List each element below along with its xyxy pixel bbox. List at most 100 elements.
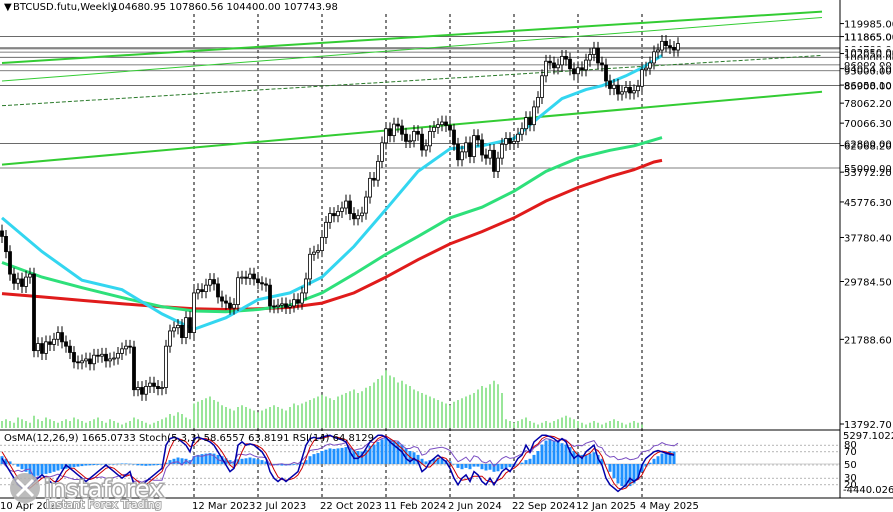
- macd-histogram-bar: [184, 458, 188, 464]
- candle-body: [36, 343, 40, 352]
- macd-histogram-bar: [384, 438, 388, 464]
- candle-body: [256, 278, 260, 284]
- candle-body: [280, 303, 284, 306]
- macd-histogram-bar: [468, 464, 472, 470]
- candle-body: [168, 330, 172, 347]
- macd-histogram-bar: [176, 457, 180, 464]
- y-tick-label: 29784.50: [844, 277, 892, 288]
- levels: 111865.00105300.00104700.00102850.001000…: [0, 31, 893, 175]
- candle-body: [656, 49, 660, 53]
- candle-body: [8, 251, 12, 275]
- indicator-level-label: 70: [844, 447, 857, 458]
- candle-body: [188, 317, 192, 333]
- candle-body: [0, 230, 4, 237]
- macd-histogram-bar: [12, 464, 16, 465]
- axes: 13792.70 21788.60 29784.50 37780.40 45776.30…: [0, 0, 893, 499]
- y-tick-label: 78062.20: [844, 99, 892, 110]
- candle-body: [612, 84, 616, 89]
- candle-body: [116, 352, 120, 359]
- macd-histogram-bar: [292, 464, 296, 465]
- candle-body: [88, 358, 92, 365]
- macd-histogram-bar: [576, 453, 580, 464]
- candle-body: [288, 305, 292, 308]
- macd-histogram-bar: [268, 462, 272, 464]
- macd-histogram-bar: [60, 464, 64, 470]
- candle-body: [664, 40, 668, 47]
- candle-body: [376, 160, 380, 181]
- candle-body: [416, 131, 420, 135]
- level-label-bg: [842, 31, 893, 42]
- macd-histogram-bar: [624, 464, 628, 488]
- candle-body: [128, 345, 132, 348]
- macd-histogram-bar: [328, 448, 332, 464]
- y-tick-label: 62068.20: [844, 142, 892, 153]
- macd-histogram-bar: [388, 439, 392, 464]
- macd-histogram-bar: [332, 448, 336, 464]
- macd-histogram-bar: [324, 449, 328, 464]
- macd-histogram-bar: [436, 458, 440, 464]
- candle-body: [156, 385, 160, 389]
- candle-body: [300, 292, 304, 304]
- candle-body: [52, 338, 56, 345]
- ma-slow-line: [1, 158, 663, 312]
- candle-body: [388, 128, 392, 137]
- level-label-bg: [842, 59, 893, 70]
- candles: [0, 34, 680, 401]
- macd-histogram-bar: [544, 440, 548, 464]
- candle-body: [136, 387, 140, 391]
- macd-histogram-bar: [140, 464, 144, 466]
- candle-body: [512, 140, 516, 144]
- candle-body: [424, 145, 428, 151]
- macd-histogram-bar: [664, 452, 668, 464]
- macd-histogram-bar: [24, 464, 28, 472]
- macd-histogram-bar: [204, 453, 208, 464]
- candle-body: [220, 296, 224, 302]
- candle-body: [580, 67, 584, 71]
- candle-body: [244, 276, 248, 279]
- macd-histogram-bar: [128, 463, 132, 465]
- candle-body: [588, 54, 592, 61]
- macd-histogram-bar: [476, 464, 480, 467]
- macd-histogram-bar: [660, 453, 664, 464]
- macd-histogram-bar: [308, 456, 312, 464]
- candle-body: [28, 273, 32, 278]
- macd-histogram-bar: [524, 460, 528, 464]
- candle-body: [504, 138, 508, 145]
- macd-histogram-bar: [452, 464, 456, 465]
- macd-histogram-bar: [92, 464, 96, 466]
- macd-histogram-bar: [196, 454, 200, 464]
- y-tick-label: 86058.10: [844, 81, 892, 92]
- macd-histogram-bar: [364, 449, 368, 464]
- macd-histogram-bar: [180, 458, 184, 464]
- indicator-level-label: 20: [844, 480, 857, 491]
- macd-histogram-bar: [148, 464, 152, 466]
- candle-body: [152, 382, 156, 387]
- macd-histogram-bar: [560, 443, 564, 464]
- candle-body: [600, 62, 604, 66]
- candle-body: [540, 75, 544, 98]
- candle-body: [32, 273, 36, 352]
- macd-histogram-bar: [348, 448, 352, 464]
- candle-body: [444, 121, 448, 126]
- macd-histogram-bar: [480, 464, 484, 470]
- macd-histogram-bar: [652, 458, 656, 464]
- candle-body: [268, 284, 272, 307]
- indicator-level-label: 50: [844, 460, 857, 471]
- candle-body: [596, 47, 600, 64]
- macd-histogram-bar: [132, 464, 136, 465]
- candle-body: [484, 154, 488, 159]
- candle-body: [276, 304, 280, 308]
- macd-histogram-bar: [380, 439, 384, 464]
- macd-histogram-bar: [520, 462, 524, 464]
- candle-body: [316, 250, 320, 253]
- macd-histogram-bar: [84, 464, 88, 466]
- candle-body: [364, 196, 368, 214]
- candle-body: [528, 117, 532, 126]
- candle-body: [20, 278, 24, 287]
- candle-body: [224, 300, 228, 304]
- candle-body: [68, 345, 72, 353]
- candle-body: [440, 121, 444, 126]
- level-label: 93000.00: [844, 67, 892, 78]
- y-tick-label: 111865.00: [844, 33, 893, 44]
